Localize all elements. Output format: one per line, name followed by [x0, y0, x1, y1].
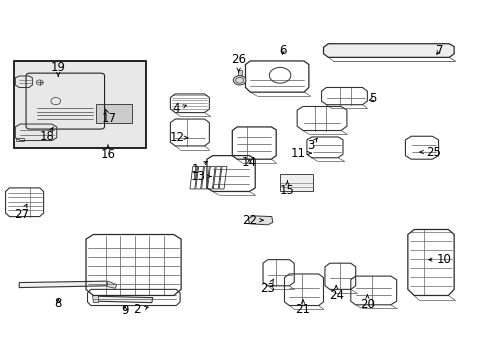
Text: 2: 2	[133, 303, 148, 316]
Text: 19: 19	[51, 60, 65, 76]
Text: 24: 24	[328, 285, 343, 302]
Bar	[279, 174, 312, 192]
Text: 20: 20	[359, 295, 374, 311]
Bar	[237, 70, 241, 75]
Text: 7: 7	[435, 44, 443, 57]
Text: 21: 21	[295, 300, 310, 316]
Text: 22: 22	[242, 214, 263, 227]
Bar	[96, 104, 132, 123]
Text: 3: 3	[306, 138, 317, 152]
Polygon shape	[96, 296, 153, 303]
Text: 26: 26	[231, 53, 245, 72]
Text: 25: 25	[419, 145, 440, 158]
Text: 1: 1	[192, 161, 207, 176]
Text: 4: 4	[172, 103, 186, 116]
Text: 17: 17	[101, 109, 116, 125]
Text: 11: 11	[290, 147, 311, 159]
Text: 9: 9	[121, 305, 128, 318]
Polygon shape	[107, 281, 117, 288]
Text: 23: 23	[260, 279, 275, 295]
Polygon shape	[19, 281, 107, 288]
Text: 15: 15	[280, 181, 294, 197]
Text: 16: 16	[100, 145, 115, 161]
Polygon shape	[248, 216, 272, 225]
Text: 18: 18	[40, 127, 55, 143]
Text: 14: 14	[242, 156, 256, 169]
Polygon shape	[92, 296, 98, 302]
Bar	[14, 60, 146, 148]
Text: 12: 12	[169, 131, 187, 144]
Circle shape	[233, 76, 245, 85]
Text: 6: 6	[278, 44, 285, 57]
Text: 8: 8	[55, 297, 62, 310]
Text: 10: 10	[428, 253, 451, 266]
Text: 13: 13	[190, 170, 211, 183]
Text: 27: 27	[14, 204, 29, 221]
Polygon shape	[323, 44, 453, 57]
Text: 5: 5	[368, 93, 376, 105]
